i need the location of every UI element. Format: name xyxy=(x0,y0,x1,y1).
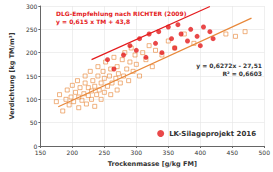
svg-text:400: 400 xyxy=(195,149,207,156)
svg-text:LK-Silageprojekt 2016: LK-Silageprojekt 2016 xyxy=(169,130,256,138)
svg-text:150: 150 xyxy=(26,73,38,80)
svg-text:0: 0 xyxy=(33,142,38,150)
svg-text:200: 200 xyxy=(67,149,79,156)
svg-text:Trockenmasse [g/kg FM]: Trockenmasse [g/kg FM] xyxy=(108,160,197,168)
svg-text:50: 50 xyxy=(30,119,38,126)
svg-text:200: 200 xyxy=(26,49,38,56)
svg-text:150: 150 xyxy=(35,149,47,156)
svg-text:350: 350 xyxy=(163,149,175,156)
svg-text:300: 300 xyxy=(26,3,38,10)
svg-text:300: 300 xyxy=(131,149,143,156)
svg-text:500: 500 xyxy=(259,149,271,156)
svg-text:250: 250 xyxy=(26,26,38,33)
svg-text:100: 100 xyxy=(26,96,38,103)
svg-text:R² = 0,6603: R² = 0,6603 xyxy=(222,70,262,77)
svg-text:DLG-Empfehlung nach RICHTER (2: DLG-Empfehlung nach RICHTER (2009) xyxy=(56,10,187,18)
svg-text:Verdichtung [kg TM/m³]: Verdichtung [kg TM/m³] xyxy=(8,32,16,119)
svg-text:y = 0,6272x - 27,51: y = 0,6272x - 27,51 xyxy=(196,62,262,70)
svg-text:y = 0,615 x TM + 43,8: y = 0,615 x TM + 43,8 xyxy=(56,18,130,26)
svg-text:450: 450 xyxy=(227,149,239,156)
svg-text:250: 250 xyxy=(99,149,111,156)
